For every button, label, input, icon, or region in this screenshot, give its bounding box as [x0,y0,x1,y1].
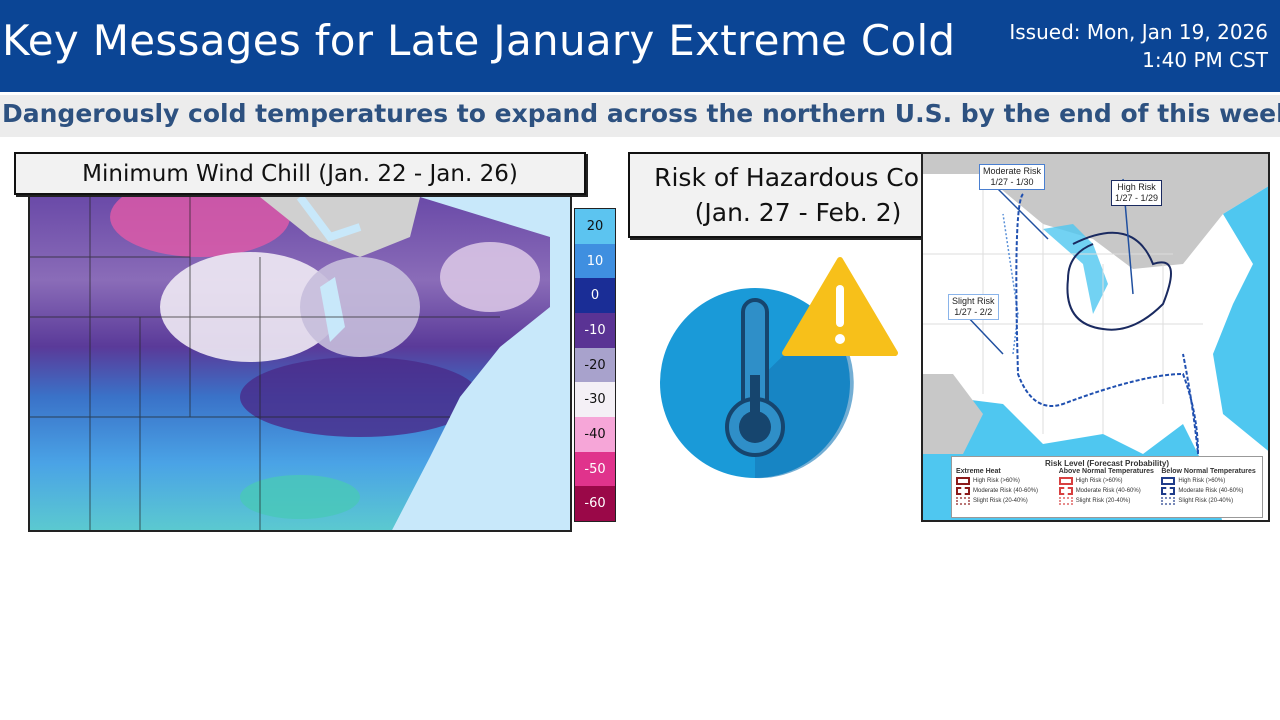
colorbar-tick-label: 20 [575,209,615,244]
legend-item: Slight Risk (20-40%) [1058,497,1156,505]
hazardous-cold-risk-map: Moderate Risk 1/27 - 1/30 High Risk 1/27 -… [921,152,1270,522]
hazard-title-line1: Risk of Hazardous Cold [654,163,942,192]
issued-timestamp: Issued: Mon, Jan 19, 2026 1:40 PM CST [1009,18,1268,74]
wind-chill-title: Minimum Wind Chill (Jan. 22 - Jan. 26) [14,152,586,195]
colorbar-tick-label: -30 [575,382,615,418]
colorbar-tick-label: 0 [575,278,615,314]
legend-item-label: Moderate Risk (40-60%) [973,488,1039,494]
legend-item: Moderate Risk (40-60%) [1161,487,1258,495]
header-bar: Key Messages for Late January Extreme Co… [0,0,1280,92]
colorbar-tick-label: -20 [575,347,615,383]
legend-swatch [1058,497,1073,505]
hazard-title-line2: (Jan. 27 - Feb. 2) [694,198,902,227]
colorbar-tick-label: 10 [575,243,615,279]
legend-item-label: Moderate Risk (40-60%) [1178,488,1244,494]
legend-item-label: High Risk (>60%) [1178,478,1226,484]
callout-label: High Risk [1117,182,1156,192]
legend-column: Below Normal Temperatures High Risk (>60%… [1161,468,1258,505]
wind-chill-map-graphic [30,197,570,530]
hazard-title: Risk of Hazardous Cold (Jan. 27 - Feb. 2… [628,152,968,238]
hazard-illustration [660,257,898,479]
legend-heading: Extreme Heat [956,468,1001,475]
callout-dates: 1/27 - 1/30 [990,177,1034,187]
subtitle: Dangerously cold temperatures to expand … [0,95,1280,137]
callout-dates: 1/27 - 1/29 [1115,193,1159,203]
colorbar-tick-label: -60 [575,486,615,522]
legend-item-label: High Risk (>60%) [973,478,1020,484]
legend-title: Risk Level (Forecast Probability) [1044,459,1170,468]
legend-item: Slight Risk (20-40%) [1161,497,1258,505]
colorbar-tick-label: -10 [575,313,615,348]
warning-icon [782,257,898,356]
issued-time: 1:40 PM CST [1142,48,1268,72]
page-title: Key Messages for Late January Extreme Co… [2,16,956,65]
moderate-risk-callout: Moderate Risk 1/27 - 1/30 [979,164,1046,190]
wind-chill-colorbar: 20 10 0 -10 -20 -30 -40 -50 -60 [574,208,616,522]
legend-heading: Above Normal Temperatures [1058,468,1154,475]
legend-swatch [1161,487,1176,495]
callout-label: Moderate Risk [983,166,1042,176]
legend-item: Moderate Risk (40-60%) [956,487,1053,495]
slight-risk-callout: Slight Risk 1/27 - 2/2 [948,294,999,320]
colorbar-tick-label: -40 [575,417,615,452]
legend-swatch [956,497,970,505]
legend-item: High Risk (>60%) [1161,477,1258,485]
legend-item-label: High Risk (>60%) [1075,478,1123,484]
risk-legend: Risk Level (Forecast Probability) Extrem… [951,456,1263,518]
legend-column: Above Normal Temperatures High Risk (>60%… [1058,468,1156,505]
legend-item: High Risk (>60%) [956,477,1053,485]
legend-heading: Below Normal Temperatures [1161,468,1256,475]
legend-swatch [956,487,970,495]
legend-item-label: Moderate Risk (40-60%) [1075,488,1141,494]
callout-dates: 1/27 - 2/2 [954,307,993,317]
legend-item-label: Slight Risk (20-40%) [1075,498,1131,504]
legend-swatch [1161,497,1176,505]
wind-chill-map [28,195,572,532]
high-risk-callout: High Risk 1/27 - 1/29 [1111,180,1163,206]
legend-item: Moderate Risk (40-60%) [1058,487,1156,495]
legend-swatch [1058,487,1073,495]
legend-column: Extreme Heat High Risk (>60%) Moderate Ris… [956,468,1053,505]
callout-label: Slight Risk [952,296,995,306]
legend-item: Slight Risk (20-40%) [956,497,1053,505]
colorbar-tick-label: -50 [575,451,615,487]
legend-item: High Risk (>60%) [1058,477,1156,485]
legend-swatch [956,477,970,485]
issued-date: Issued: Mon, Jan 19, 2026 [1009,20,1268,44]
legend-item-label: Slight Risk (20-40%) [1178,498,1234,504]
legend-swatch [1161,477,1176,485]
legend-item-label: Slight Risk (20-40%) [973,498,1028,504]
legend-swatch [1058,477,1073,485]
